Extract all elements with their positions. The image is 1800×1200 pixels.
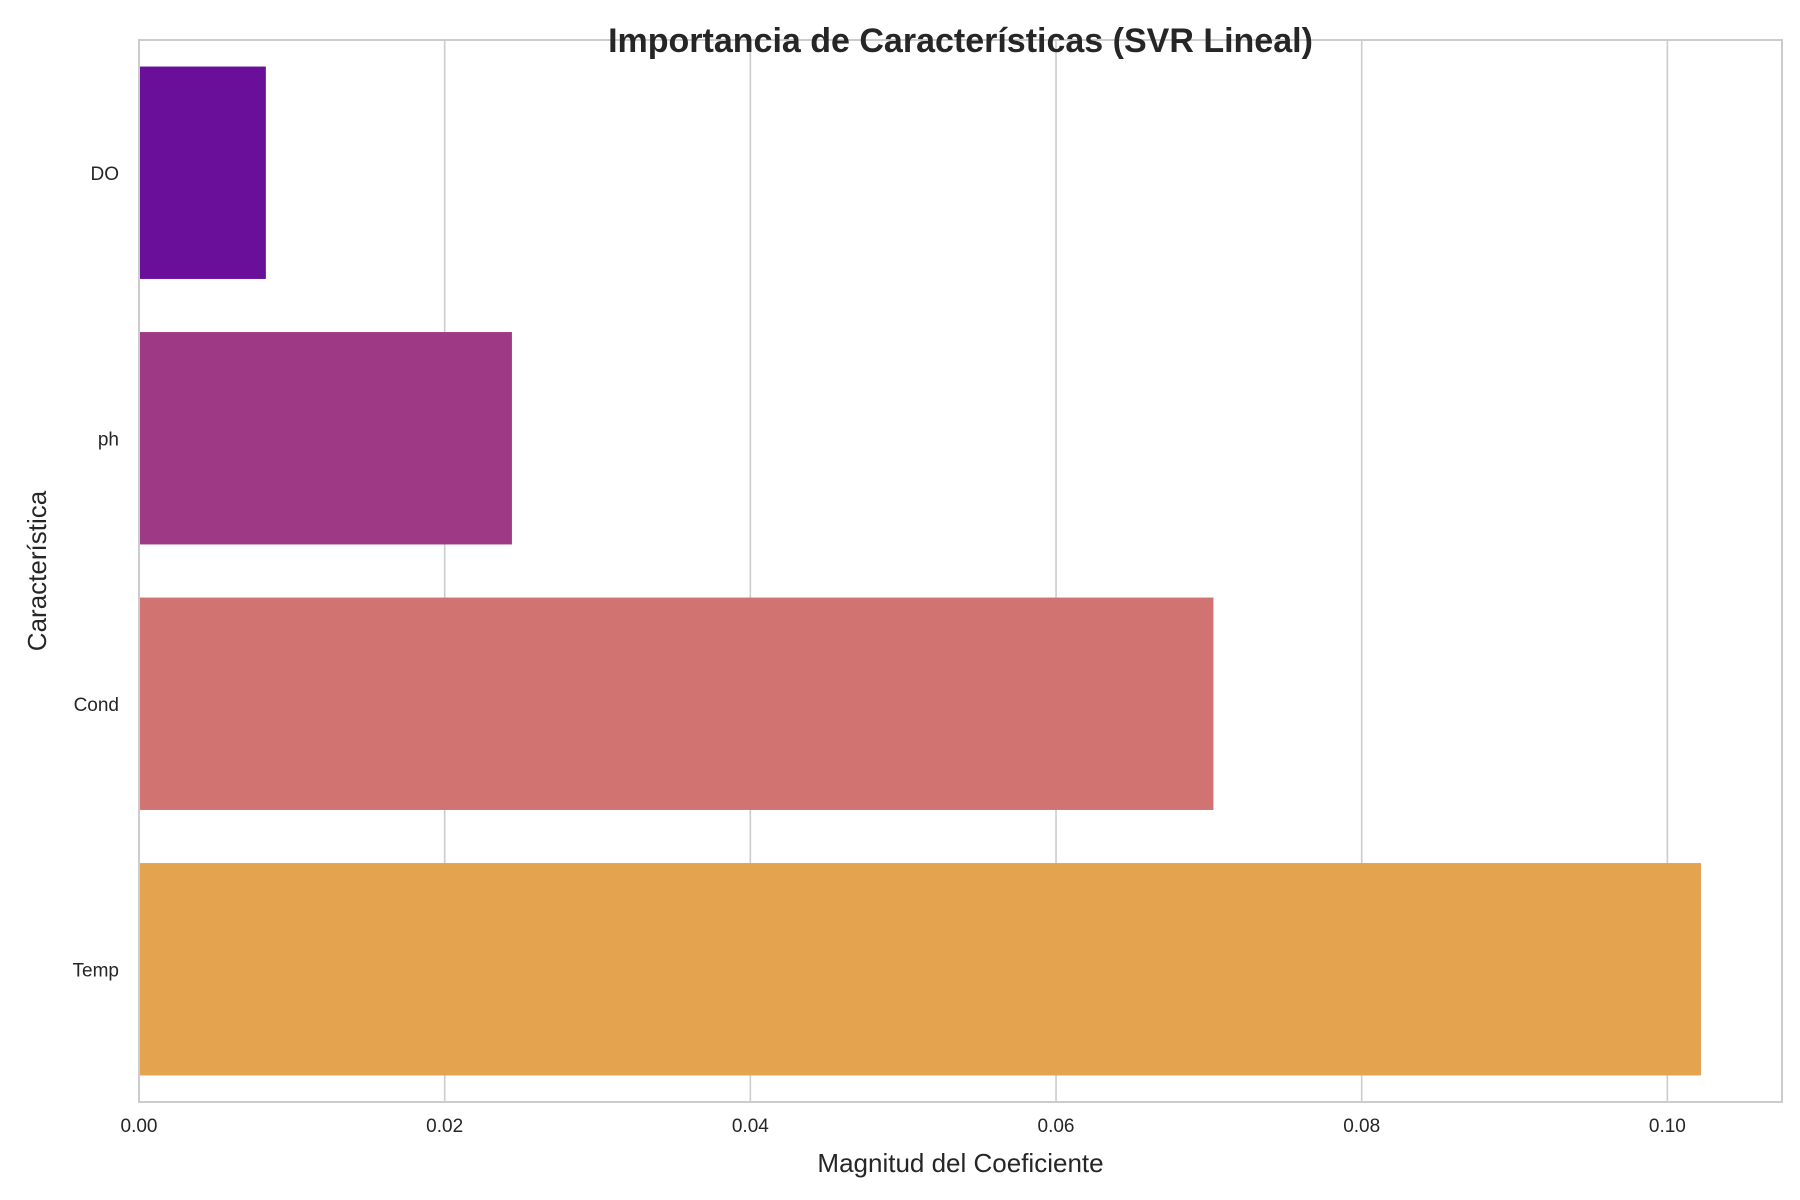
x-tick-label: 0.08: [1343, 1116, 1380, 1137]
chart-title: Importancia de Características (SVR Line…: [608, 22, 1313, 60]
tick-labels: 0.00 0.02 0.04 0.06 0.08 0.10 DO ph Cond Temp: [73, 164, 1686, 1137]
y-tick-label: Temp: [73, 960, 119, 981]
x-tick-label: 0.04: [732, 1116, 769, 1137]
x-tick-label: 0.02: [426, 1116, 463, 1137]
plot-frame: [138, 39, 1783, 1103]
bar-cond: [139, 597, 1214, 810]
y-tick-label: Cond: [74, 695, 119, 716]
x-tick-label: 0.10: [1649, 1116, 1686, 1137]
y-axis-label: Característica: [22, 490, 52, 651]
bar-temp: [139, 863, 1701, 1076]
x-tick-label: 0.06: [1038, 1116, 1075, 1137]
y-tick-label: ph: [98, 429, 119, 450]
bar-do: [139, 66, 266, 279]
y-tick-label: DO: [91, 164, 120, 185]
x-tick-label: 0.00: [121, 1116, 158, 1137]
bars: [139, 66, 1701, 1076]
x-axis-label: Magnitud del Coeficiente: [817, 1148, 1103, 1178]
bar-ph: [139, 332, 512, 545]
